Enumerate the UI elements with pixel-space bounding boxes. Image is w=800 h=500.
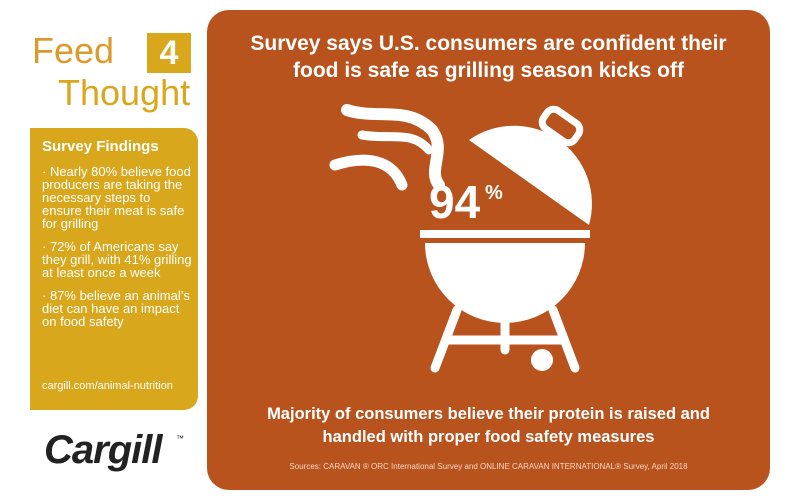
sidebar-title: Survey Findings [42, 138, 159, 155]
finding: · 72% of Americans say they grill, with … [42, 239, 192, 280]
brand-number: 4 [147, 33, 191, 73]
rim [420, 230, 590, 238]
handle [538, 105, 584, 147]
logo-mark: ™ [176, 434, 184, 443]
headline: Survey says U.S. consumers are confident… [250, 32, 727, 82]
link[interactable]: cargill.com/animal-nutrition [42, 380, 173, 392]
subtext: Majority of consumers believe their prot… [267, 405, 710, 446]
grill-illustration [329, 104, 592, 373]
legs [430, 305, 580, 373]
finding: · 87% believe an animal’s diet can have … [42, 288, 190, 329]
bowl [425, 243, 585, 323]
wheel [531, 349, 553, 371]
stat-unit: % [485, 182, 503, 204]
lid [469, 125, 592, 225]
stat-number: 94 [429, 176, 481, 228]
smoke [329, 104, 445, 191]
panel: Survey says U.S. consumers are confident… [207, 10, 770, 490]
brand-word: Thought [58, 72, 191, 113]
findings: · Nearly 80% believe food producers are … [42, 165, 192, 338]
sidebar: Survey Findings · Nearly 80% believe foo… [30, 128, 198, 410]
finding: · Nearly 80% believe food producers are … [42, 164, 191, 231]
sources: Sources: CARAVAN ® ORC International Sur… [289, 462, 688, 471]
logo: Cargill [44, 428, 162, 472]
brand-word: Feed [32, 30, 115, 71]
